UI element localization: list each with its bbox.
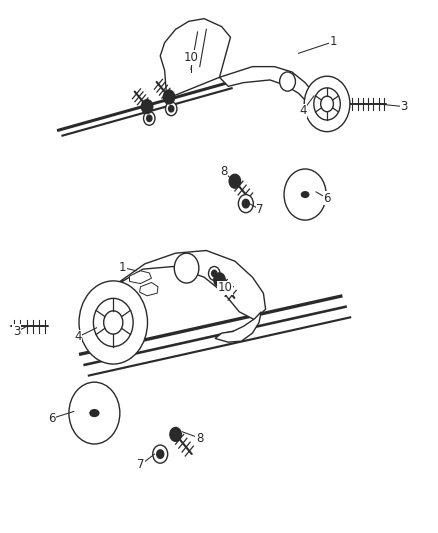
Circle shape [211, 270, 216, 277]
Circle shape [152, 445, 167, 463]
Text: 4: 4 [74, 330, 82, 343]
Circle shape [168, 106, 173, 112]
Text: 1: 1 [119, 261, 127, 274]
Text: 6: 6 [48, 412, 56, 425]
Circle shape [156, 450, 163, 458]
Polygon shape [129, 271, 151, 284]
Circle shape [279, 72, 295, 91]
Circle shape [238, 195, 253, 213]
Polygon shape [107, 251, 265, 320]
Text: 8: 8 [196, 432, 203, 445]
Circle shape [163, 90, 174, 104]
Circle shape [208, 266, 219, 280]
Text: 6: 6 [322, 192, 330, 205]
Circle shape [213, 273, 225, 287]
Circle shape [174, 253, 198, 283]
Text: 7: 7 [136, 458, 144, 471]
Circle shape [170, 427, 181, 441]
Text: 1: 1 [329, 35, 337, 48]
Circle shape [143, 111, 155, 125]
Text: 10: 10 [217, 281, 232, 294]
Circle shape [304, 76, 349, 132]
Circle shape [103, 311, 123, 334]
Polygon shape [215, 312, 261, 342]
Circle shape [229, 174, 240, 188]
Polygon shape [139, 282, 158, 296]
Circle shape [69, 382, 120, 444]
Polygon shape [219, 67, 313, 102]
Text: 7: 7 [255, 203, 263, 216]
Text: 3: 3 [399, 100, 406, 113]
Circle shape [165, 102, 177, 116]
Circle shape [320, 96, 333, 112]
Circle shape [242, 199, 249, 208]
Circle shape [313, 88, 339, 120]
Polygon shape [160, 19, 230, 99]
Text: 4: 4 [298, 104, 306, 117]
Circle shape [146, 115, 152, 122]
Circle shape [141, 100, 152, 114]
Circle shape [93, 298, 133, 346]
Text: 3: 3 [13, 325, 20, 338]
Text: 8: 8 [220, 165, 227, 178]
Circle shape [79, 281, 147, 364]
Ellipse shape [301, 192, 308, 197]
Circle shape [283, 169, 325, 220]
Text: 10: 10 [183, 51, 198, 64]
Ellipse shape [90, 410, 99, 416]
